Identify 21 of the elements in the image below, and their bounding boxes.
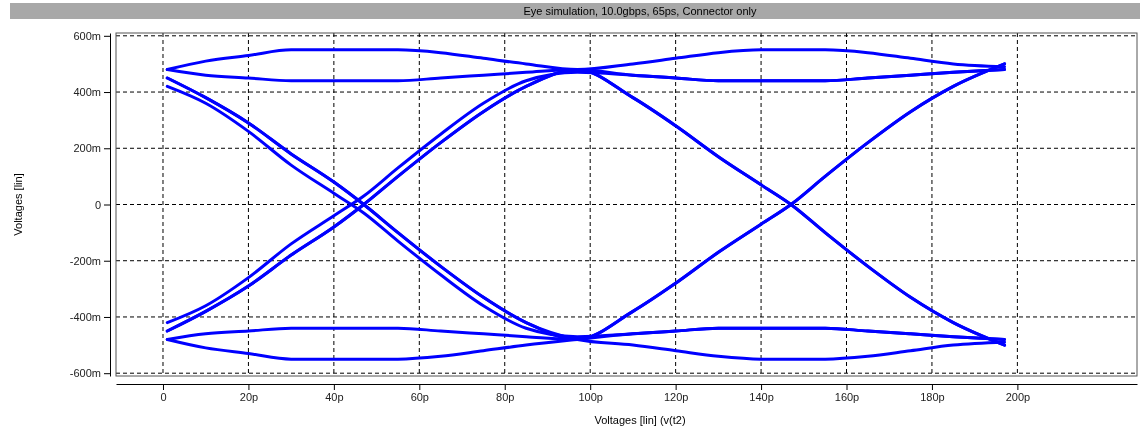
x-axis-title: Voltages [lin] (v(t2) bbox=[594, 414, 686, 426]
y-tick-label: 600m bbox=[73, 29, 101, 42]
x-tick-label: 200p bbox=[1005, 390, 1031, 403]
x-tick-label: 40p bbox=[325, 390, 344, 403]
x-tick-label: 60p bbox=[410, 390, 429, 403]
x-tick-label: 140p bbox=[749, 390, 774, 403]
y-tick-label: 0 bbox=[94, 198, 101, 211]
x-tick-label: 100p bbox=[578, 390, 603, 403]
y-tick-label: -600m bbox=[69, 367, 101, 380]
x-tick-label: 160p bbox=[834, 390, 860, 403]
x-tick-label: 20p bbox=[239, 390, 259, 403]
chart-title: Eye simulation, 10.0gbps, 65ps, Connector only bbox=[523, 5, 757, 17]
x-tick-label: 120p bbox=[663, 390, 689, 403]
y-tick-label: 200m bbox=[73, 142, 101, 155]
x-tick-label: 0 bbox=[160, 390, 167, 403]
y-tick-label: -400m bbox=[69, 310, 101, 323]
y-tick-label: -200m bbox=[69, 254, 101, 267]
x-tick-label: 80p bbox=[496, 390, 515, 403]
y-axis-title: Voltages [lin] bbox=[12, 173, 24, 236]
y-tick-label: 400m bbox=[73, 86, 101, 99]
x-tick-label: 180p bbox=[920, 390, 945, 403]
